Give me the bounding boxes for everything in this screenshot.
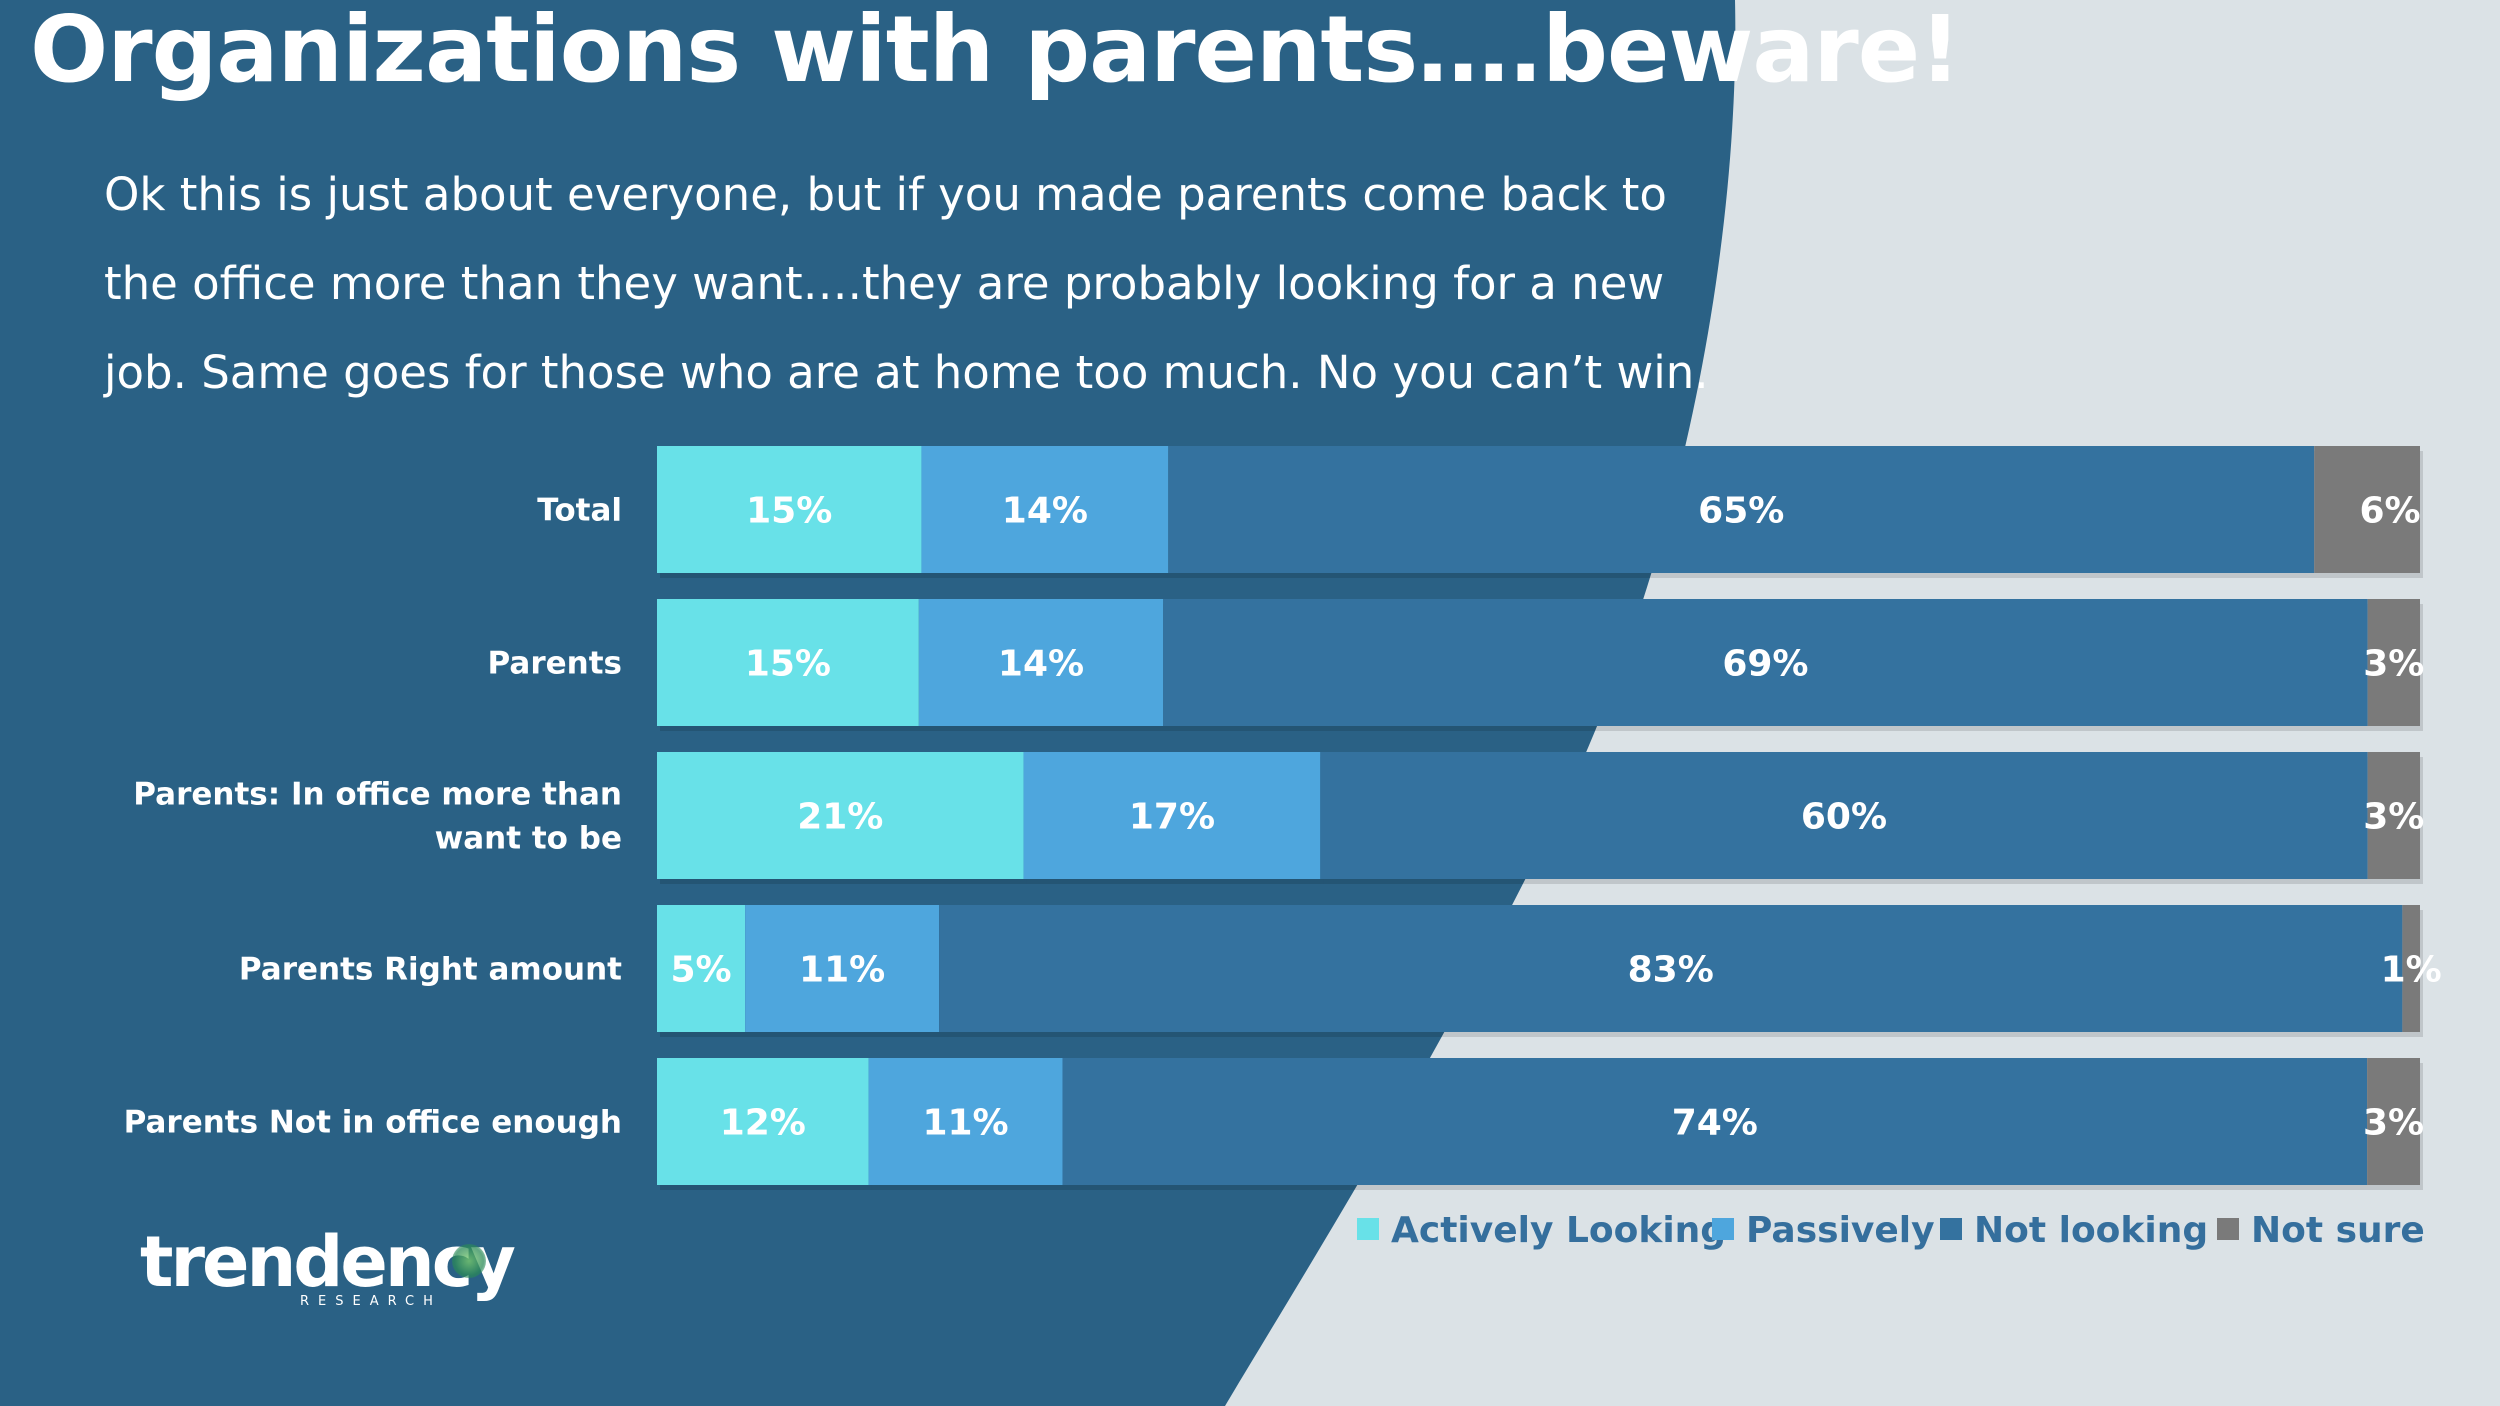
data-label: 11%	[922, 1103, 1008, 1144]
category-label: Parents: In office more than want to be	[133, 777, 622, 857]
bar-segment-passively	[745, 905, 940, 1032]
data-label: 3%	[2363, 1103, 2424, 1144]
legend-label-not-sure: Not sure	[2251, 1210, 2425, 1251]
bar-segment-actively-looking	[657, 1058, 869, 1185]
bar-segment-passively	[921, 446, 1169, 573]
legend-swatch-not-sure	[2217, 1218, 2239, 1240]
legend-label-not-looking: Not looking	[1974, 1210, 2208, 1251]
bar-segment-actively-looking	[657, 752, 1024, 879]
bar-segment-not-looking	[1062, 1058, 2368, 1185]
page-subtitle: Ok this is just about everyone, but if y…	[104, 168, 1709, 399]
legend-swatch-not-looking	[1940, 1218, 1962, 1240]
data-label: 60%	[1801, 797, 1887, 838]
category-label-line: Parents Right amount	[239, 952, 622, 988]
data-label: 3%	[2363, 644, 2424, 685]
bar-segment-not-sure	[2367, 752, 2420, 879]
bar-segment-actively-looking	[657, 905, 746, 1032]
data-label: 11%	[799, 950, 885, 991]
logo-subtext: RESEARCH	[300, 1294, 442, 1309]
bar-segment-passively	[1023, 752, 1321, 879]
legend-swatch-actively-looking	[1357, 1218, 1379, 1240]
category-label: Parents Not in office enough	[124, 1105, 622, 1141]
category-label: Total	[537, 493, 622, 529]
data-label: 69%	[1722, 644, 1808, 685]
data-label: 15%	[745, 644, 831, 685]
category-label: Parents Right amount	[239, 952, 622, 988]
legend-label-actively-looking: Actively Looking	[1391, 1210, 1726, 1251]
legend-swatch-passively	[1712, 1218, 1734, 1240]
bar-segment-not-looking	[939, 905, 2403, 1032]
data-label: 74%	[1672, 1103, 1758, 1144]
data-label: 14%	[1002, 491, 1088, 532]
trendency-logo: trendency RESEARCH	[140, 1222, 516, 1309]
data-label: 83%	[1628, 950, 1714, 991]
page-title: Organizations with parents….beware!	[30, 0, 1961, 103]
data-label: 6%	[2359, 491, 2420, 532]
bar-segment-not-sure	[2314, 446, 2420, 573]
bar-segment-passively	[918, 599, 1164, 726]
category-label: Parents	[488, 646, 622, 682]
bar-segment-passively	[868, 1058, 1063, 1185]
legend-label-passively: Passively	[1746, 1210, 1935, 1251]
bar-segment-not-sure	[2402, 905, 2420, 1032]
category-label-line: Parents Not in office enough	[124, 1105, 622, 1141]
bar-segment-not-sure	[2367, 1058, 2420, 1185]
category-label-line: Total	[537, 493, 622, 529]
category-label-line: Parents: In office more than	[133, 777, 622, 813]
bar-segment-not-looking	[1320, 752, 2368, 879]
bar-segment-not-looking	[1163, 599, 2368, 726]
data-label: 3%	[2363, 797, 2424, 838]
category-label-line: Parents	[488, 646, 622, 682]
category-label-line: want to be	[435, 821, 622, 857]
data-label: 12%	[720, 1103, 806, 1144]
bar-segment-not-looking	[1168, 446, 2315, 573]
logo-dot-icon	[452, 1244, 486, 1278]
bar-segment-actively-looking	[657, 599, 919, 726]
data-label: 1%	[2381, 950, 2442, 991]
data-label: 5%	[671, 950, 732, 991]
bar-segment-not-sure	[2367, 599, 2420, 726]
data-label: 65%	[1698, 491, 1784, 532]
data-label: 21%	[797, 797, 883, 838]
data-label: 15%	[746, 491, 832, 532]
data-label: 14%	[998, 644, 1084, 685]
data-label: 17%	[1129, 797, 1215, 838]
bar-segment-actively-looking	[657, 446, 922, 573]
